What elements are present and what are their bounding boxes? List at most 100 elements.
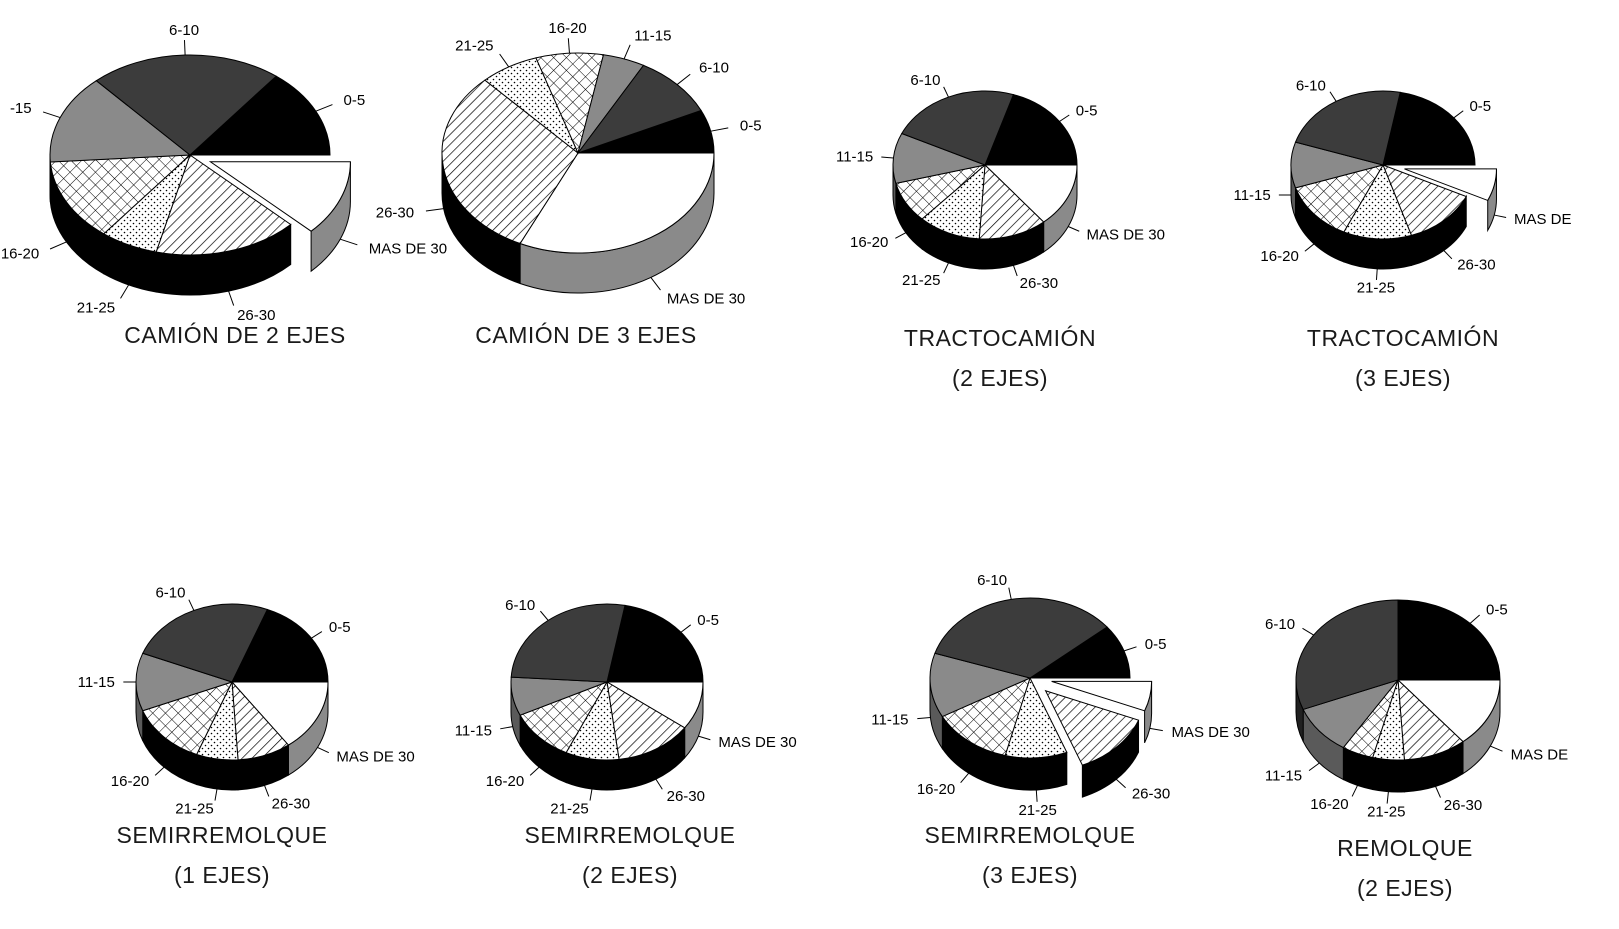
slice-label: -15 (10, 100, 32, 117)
leader-line (311, 631, 323, 639)
slice-label: 0-5 (697, 612, 719, 629)
leader-line (340, 238, 358, 246)
slice-label: 26-30 (1020, 275, 1058, 292)
slice-26-30 (441, 79, 579, 245)
slice-mas-de (1404, 168, 1497, 202)
slice-label: 26-30 (1444, 797, 1482, 814)
leader-line (1068, 226, 1080, 232)
slice-label: 21-25 (1018, 802, 1056, 819)
slice-6-10 (1294, 90, 1401, 166)
pie-labels: 0-5 MAS DE 30 26-30 21-25 16-20 11-15 6-10 (836, 72, 1165, 292)
chart-title: TRACTOCAMIÓN (2 EJES) (850, 318, 1150, 398)
leader-line (710, 127, 729, 132)
chart-title-line: (2 EJES) (581, 862, 679, 888)
slice-label: MAS DE 30 (369, 241, 447, 258)
slice-label: MAS DE (1514, 211, 1572, 228)
slice-0-5 (984, 94, 1078, 166)
slice-11-15 (929, 652, 1032, 718)
leader-line (183, 40, 186, 56)
chart-title: CAMIÓN DE 3 EJES (436, 315, 736, 355)
slice-0-5 (1397, 599, 1501, 681)
leader-line (655, 778, 663, 790)
slice-label: 16-20 (1260, 248, 1298, 265)
slice-label: 26-30 (376, 205, 414, 222)
slice--15 (49, 80, 192, 163)
slice-label: 11-15 (455, 722, 492, 739)
pie-labels: 0-5 MAS DE 30 26-30 21-25 16-20 -15 6-10 (1, 22, 447, 324)
slice-label: 11-15 (634, 27, 671, 44)
chart-title-line: SEMIRREMOLQUE (116, 822, 328, 848)
leader-line (1375, 268, 1378, 280)
slice-label: 16-20 (1, 246, 39, 263)
slice-label: 16-20 (111, 773, 149, 790)
slice-0-5 (606, 604, 704, 683)
slice-label: MAS DE 30 (336, 748, 414, 765)
slice-mas-de-30 (519, 152, 715, 254)
chart-title-line: REMOLQUE (1337, 835, 1473, 861)
leader-line (1304, 243, 1315, 252)
slice-label: 0-5 (740, 118, 762, 135)
slice-0-5 (1028, 626, 1131, 679)
leader-line (1490, 745, 1503, 752)
slice-label: 21-25 (455, 37, 493, 54)
slice-label: 0-5 (1076, 103, 1098, 120)
slice-26-30 (978, 163, 1045, 240)
leader-line (1008, 587, 1012, 600)
slice-label: 11-15 (78, 674, 115, 691)
chart-title-line: (3 EJES) (981, 862, 1079, 888)
slice-label: 6-10 (1296, 77, 1326, 94)
slice-mas-de (1396, 679, 1501, 743)
leader-line (1035, 789, 1038, 802)
leader-line (499, 53, 510, 68)
pie-labels: 0-5 MAS DE 26-30 21-25 16-20 11-15 6-10 (1233, 77, 1571, 296)
leader-line (49, 241, 67, 250)
leader-line (1494, 214, 1507, 218)
slice-label: 26-30 (272, 796, 310, 813)
pie-top (1295, 599, 1501, 761)
leader-line (1469, 614, 1480, 624)
slice-label: 21-25 (77, 299, 115, 316)
chart-title-line: SEMIRREMOLQUE (524, 822, 736, 848)
leader-line (425, 208, 444, 212)
slice-26-30 (1044, 689, 1140, 766)
leader-line (1443, 250, 1453, 260)
leader-line (188, 599, 195, 611)
leader-line (1149, 727, 1163, 732)
slice-label: 6-10 (1265, 616, 1295, 633)
slice-0-5 (231, 608, 329, 683)
leader-line (650, 277, 661, 291)
slice-label: MAS DE (1511, 747, 1569, 764)
leader-line (264, 785, 270, 797)
chart-title-line: CAMIÓN DE 2 EJES (124, 322, 346, 348)
slice-label: 26-30 (1132, 785, 1170, 802)
slice-6-10 (934, 597, 1108, 679)
pie-depth (892, 164, 1078, 270)
slice-16-20 (1294, 164, 1385, 233)
slice-mas-de-30 (983, 164, 1078, 223)
chart-title-line: SEMIRREMOLQUE (924, 822, 1136, 848)
leader-line (1123, 646, 1137, 652)
pie-top (892, 90, 1078, 240)
leader-line (567, 38, 570, 54)
leader-line (943, 86, 949, 98)
slice-26-30 (1382, 164, 1467, 236)
chart-title: REMOLQUE (2 EJES) (1255, 828, 1555, 908)
slice-label: 16-20 (486, 773, 524, 790)
leader-line (154, 766, 165, 776)
leader-line (895, 232, 907, 239)
slice-label: 6-10 (169, 22, 199, 39)
slice-label: 16-20 (548, 20, 586, 37)
slice-label: 6-10 (977, 572, 1007, 589)
slice-label: 11-15 (871, 711, 908, 728)
leader-line (1435, 786, 1441, 798)
slice-label: 16-20 (917, 781, 955, 798)
slice-26-30 (606, 681, 686, 760)
leader-line (500, 726, 513, 730)
leader-line (680, 624, 692, 633)
slice-label: 21-25 (1357, 279, 1395, 296)
leader-line (623, 44, 631, 60)
leader-line (917, 717, 931, 720)
